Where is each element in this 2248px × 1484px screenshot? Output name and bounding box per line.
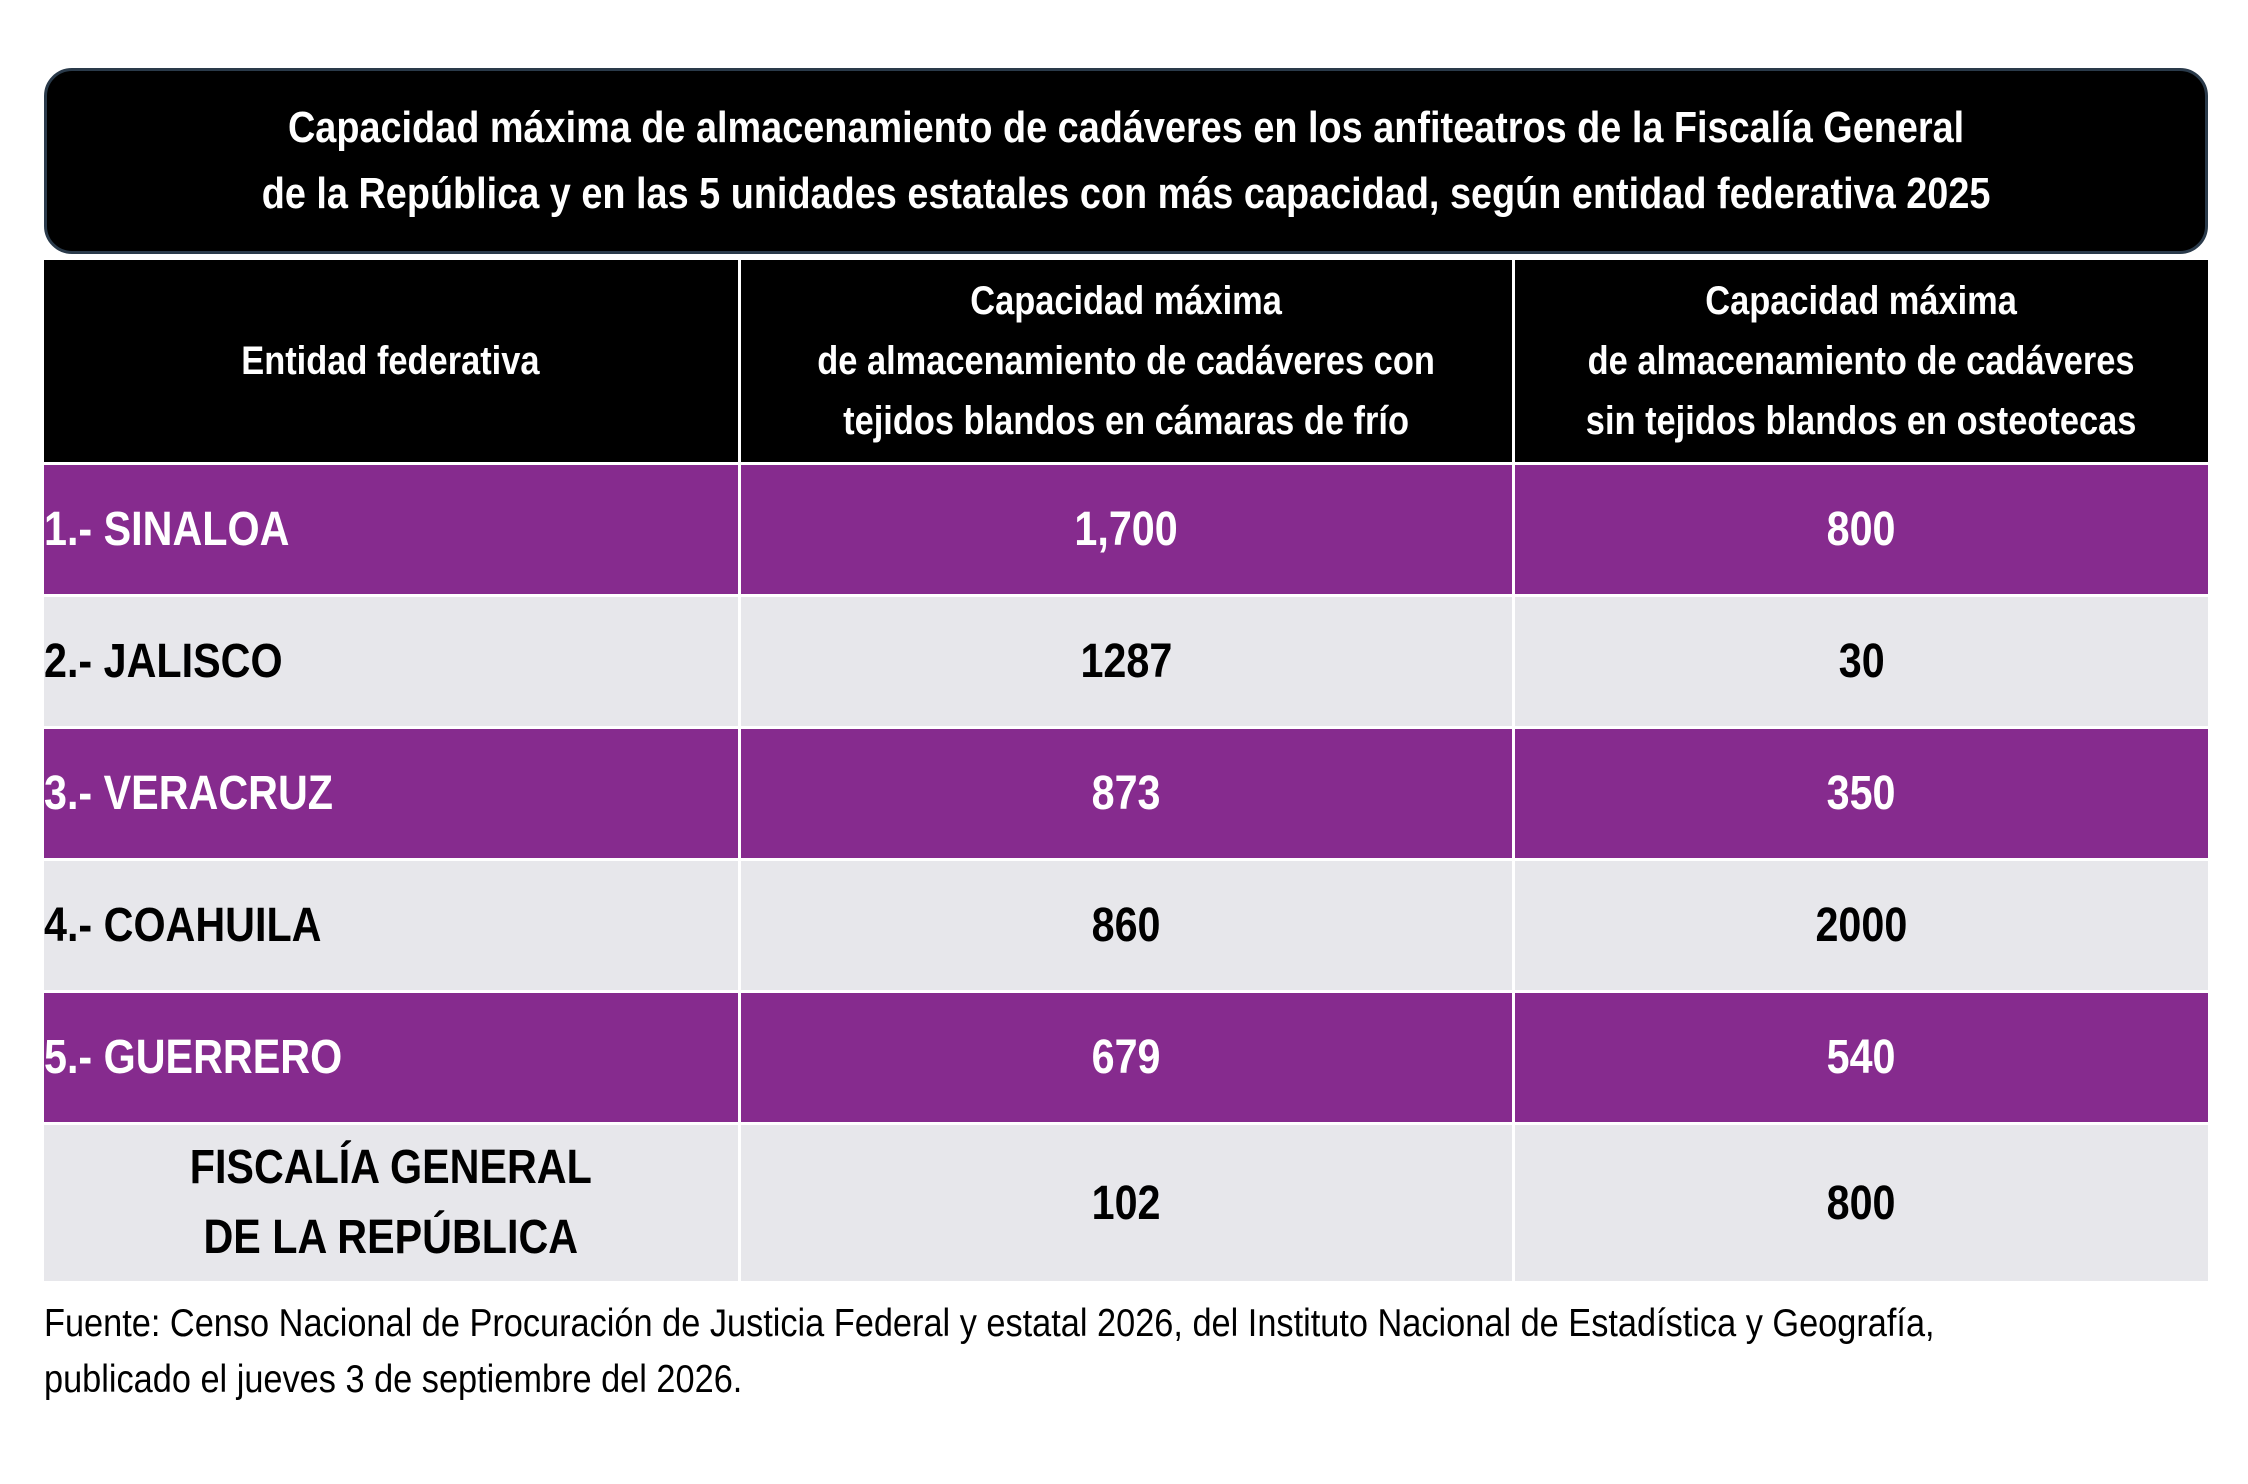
chart-title: Capacidad máxima de almacenamiento de ca…	[262, 95, 1991, 227]
header-osteotecas-line-1: Capacidad máxima	[1705, 279, 2018, 323]
chart-title-line-2: de la República y en las 5 unidades esta…	[261, 169, 1991, 218]
header-entidad: Entidad federativa	[44, 260, 741, 464]
cell-entidad-line-2: DE LA REPÚBLICA	[203, 1211, 579, 1264]
cell-camaras-frio: 1287	[737, 594, 1515, 728]
source-line-2: publicado el jueves 3 de septiembre del …	[44, 1358, 743, 1401]
cell-osteotecas: 2000	[1511, 858, 2208, 992]
chart-title-line-1: Capacidad máxima de almacenamiento de ca…	[287, 103, 1965, 152]
table-row: 3.- VERACRUZ 873 350	[44, 726, 2208, 860]
table-row: 4.- COAHUILA 860 2000	[44, 858, 2208, 992]
header-osteotecas-line-2: de almacenamiento de cadáveres	[1587, 339, 2135, 383]
cell-entidad: 5.- GUERRERO	[44, 990, 741, 1124]
table-row: 2.- JALISCO 1287 30	[44, 594, 2208, 728]
cell-entidad-line-1: FISCALÍA GENERAL	[189, 1141, 592, 1194]
cell-osteotecas: 30	[1511, 594, 2208, 728]
cell-entidad: 4.- COAHUILA	[44, 858, 741, 992]
cell-camaras-frio: 1,700	[737, 462, 1515, 596]
cell-camaras-frio: 873	[737, 726, 1515, 860]
data-table: Entidad federativa Capacidad máxima de a…	[44, 260, 2208, 1281]
header-camaras-frio: Capacidad máxima de almacenamiento de ca…	[737, 260, 1515, 464]
cell-camaras-frio: 102	[737, 1122, 1515, 1281]
title-banner: Capacidad máxima de almacenamiento de ca…	[44, 68, 2208, 254]
cell-camaras-frio: 860	[737, 858, 1515, 992]
table-row: 5.- GUERRERO 679 540	[44, 990, 2208, 1124]
header-camaras-frio-line-3: tejidos blandos en cámaras de frío	[843, 399, 1409, 443]
header-osteotecas: Capacidad máxima de almacenamiento de ca…	[1511, 260, 2208, 464]
table-row: 1.- SINALOA 1,700 800	[44, 462, 2208, 596]
source-note: Fuente: Censo Nacional de Procuración de…	[44, 1296, 2224, 1408]
cell-osteotecas: 350	[1511, 726, 2208, 860]
header-camaras-frio-line-1: Capacidad máxima	[970, 279, 1282, 323]
header-camaras-frio-line-2: de almacenamiento de cadáveres con	[817, 339, 1435, 383]
header-osteotecas-line-3: sin tejidos blandos en osteotecas	[1585, 399, 2137, 443]
source-line-1: Fuente: Censo Nacional de Procuración de…	[44, 1302, 1935, 1345]
table-header-row: Entidad federativa Capacidad máxima de a…	[44, 260, 2208, 464]
cell-entidad: 2.- JALISCO	[44, 594, 741, 728]
cell-entidad: 1.- SINALOA	[44, 462, 741, 596]
cell-camaras-frio: 679	[737, 990, 1515, 1124]
table-row: FISCALÍA GENERAL DE LA REPÚBLICA 102 800	[44, 1122, 2208, 1281]
cell-osteotecas: 540	[1511, 990, 2208, 1124]
cell-osteotecas: 800	[1511, 1122, 2208, 1281]
cell-entidad: 3.- VERACRUZ	[44, 726, 741, 860]
cell-osteotecas: 800	[1511, 462, 2208, 596]
cell-entidad: FISCALÍA GENERAL DE LA REPÚBLICA	[44, 1122, 741, 1281]
